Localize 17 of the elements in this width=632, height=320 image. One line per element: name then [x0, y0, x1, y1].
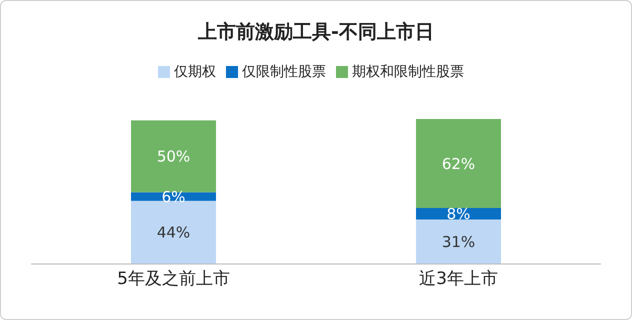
x-tick-label: 5年及之前上市	[117, 269, 230, 290]
data-label: 31%	[442, 233, 476, 252]
data-label: 50%	[156, 148, 190, 166]
legend-label: 期权和限制性股票	[352, 64, 464, 80]
data-label: 44%	[156, 224, 190, 242]
bar	[416, 119, 501, 208]
data-label: 62%	[442, 154, 476, 173]
legend-label: 仅限制性股票	[242, 64, 326, 80]
data-label: 6%	[162, 188, 186, 206]
data-label: 8%	[446, 205, 470, 224]
chart-title: 上市前激励工具-不同上市日	[197, 20, 435, 45]
bar	[416, 219, 501, 264]
legend-label: 仅期权	[174, 64, 216, 80]
x-tick-label: 近3年上市	[419, 269, 498, 290]
bar	[131, 120, 216, 192]
bar	[131, 200, 216, 264]
bar	[131, 192, 216, 201]
